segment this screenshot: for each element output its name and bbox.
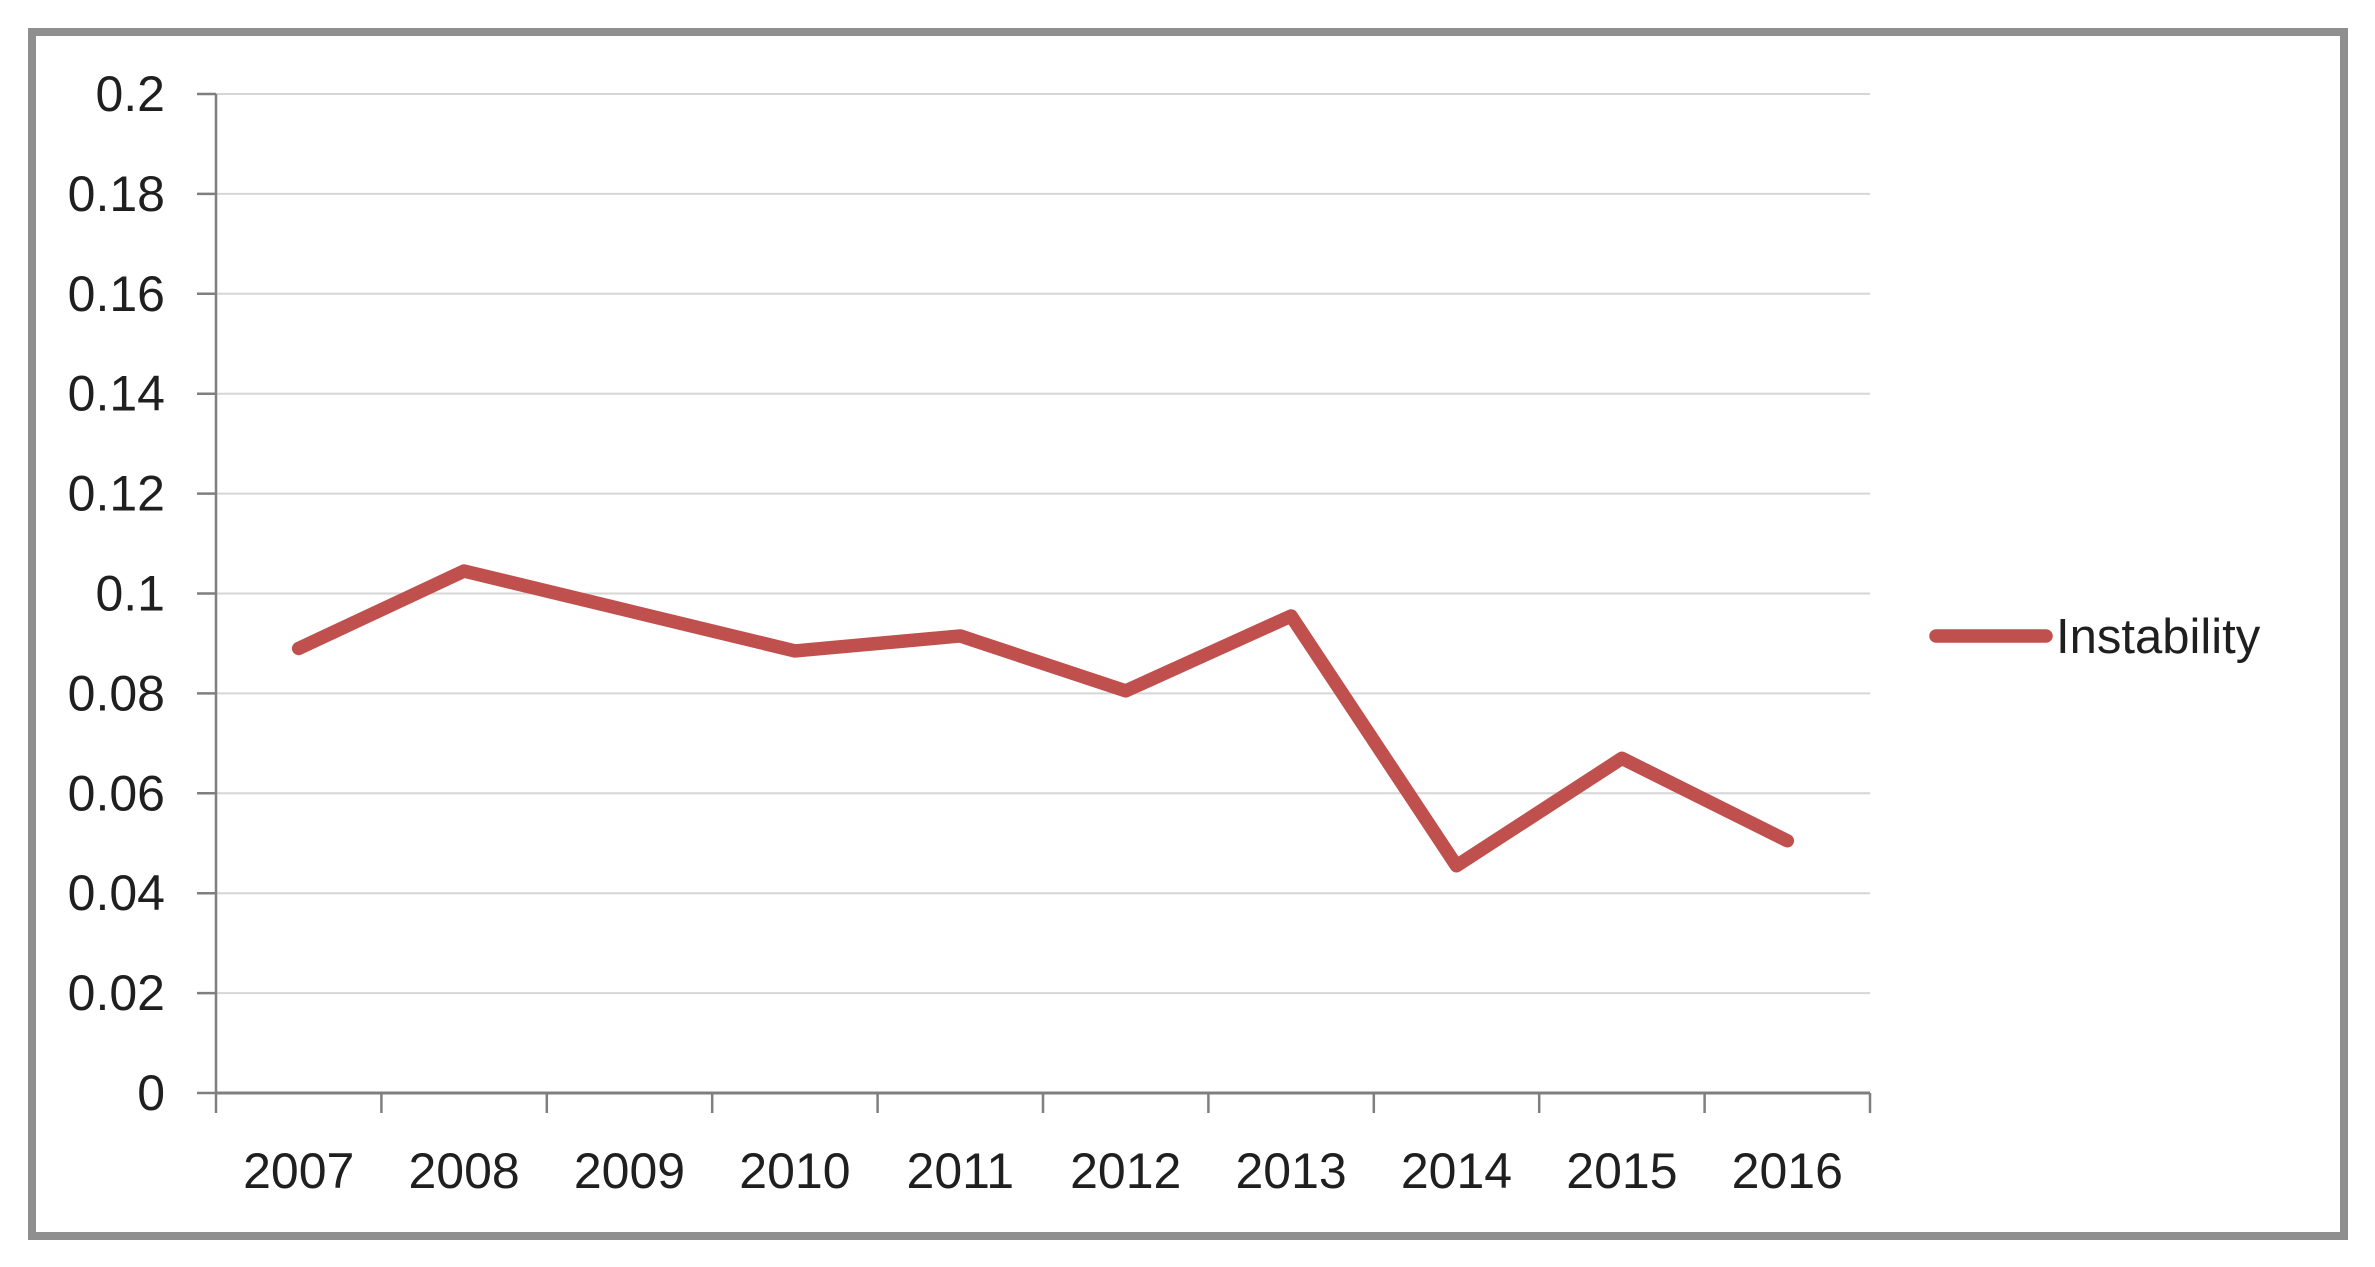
- x-tick-label: 2008: [408, 1143, 519, 1199]
- y-tick-label: 0.18: [68, 166, 165, 222]
- y-tick-label: 0: [137, 1065, 165, 1121]
- x-tick-label: 2012: [1070, 1143, 1181, 1199]
- y-tick-label: 0.12: [68, 466, 165, 522]
- y-tick-label: 0.2: [95, 66, 165, 122]
- y-tick-label: 0.06: [68, 765, 165, 821]
- x-tick-label: 2009: [574, 1143, 685, 1199]
- y-tick-label: 0.14: [68, 366, 165, 422]
- series-line-instability: [291, 564, 1795, 873]
- legend-label: Instability: [2056, 610, 2261, 664]
- x-tick-label: 2014: [1401, 1143, 1512, 1199]
- x-tick-label: 2007: [243, 1143, 354, 1199]
- y-tick-label: 0.02: [68, 965, 165, 1021]
- y-tick-label: 0.04: [68, 865, 165, 921]
- x-tick-label: 2016: [1732, 1143, 1843, 1199]
- x-tick-label: 2015: [1566, 1143, 1677, 1199]
- y-tick-label: 0.1: [95, 566, 165, 622]
- y-tick-label: 0.16: [68, 266, 165, 322]
- x-tick-label: 2013: [1235, 1143, 1346, 1199]
- x-tick-label: 2010: [739, 1143, 850, 1199]
- x-tick-label: 2011: [907, 1143, 1015, 1199]
- y-tick-label: 0.08: [68, 665, 165, 721]
